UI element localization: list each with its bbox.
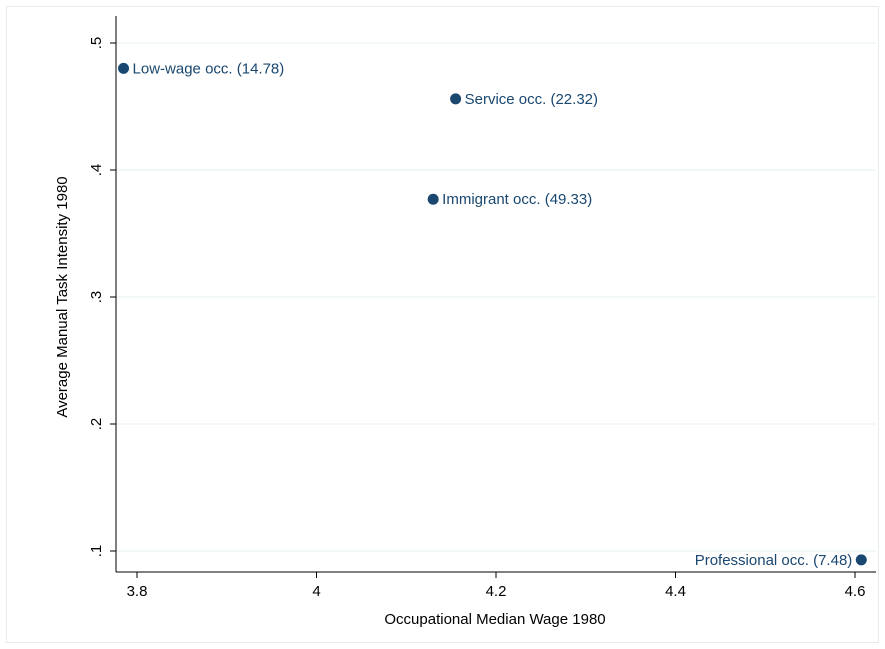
y-tick-label-2: .3: [88, 291, 105, 304]
x-axis-title: Occupational Median Wage 1980: [384, 611, 605, 628]
data-point-3: [855, 554, 867, 566]
x-tick-label-2: 4.2: [486, 583, 507, 600]
x-tick-label-3: 4.4: [665, 583, 686, 600]
y-tick-label-3: .4: [88, 164, 105, 177]
x-tick-label-4: 4.6: [845, 583, 866, 600]
data-point-0: [118, 62, 130, 74]
y-tick-label-0: .1: [88, 545, 105, 558]
data-point-label-3: Professional occ. (7.48): [695, 552, 853, 569]
x-tick-label-1: 4: [312, 583, 320, 600]
chart-frame: [6, 6, 879, 643]
data-point-2: [427, 193, 439, 205]
x-tick-label-0: 3.8: [127, 583, 148, 600]
y-tick-label-1: .2: [88, 418, 105, 431]
data-point-label-1: Service occ. (22.32): [465, 91, 598, 108]
y-tick-label-4: .5: [88, 37, 105, 50]
data-points: Low-wage occ. (14.78) Service occ. (22.32…: [118, 60, 867, 569]
grid-lines: [116, 42, 876, 552]
data-point-label-0: Low-wage occ. (14.78): [133, 60, 285, 77]
data-point-label-2: Immigrant occ. (49.33): [442, 191, 592, 208]
data-point-1: [450, 93, 462, 105]
y-axis-title: Average Manual Task Intensity 1980: [54, 176, 71, 417]
ticks: .1 .2 .3 .4 .5 3.8 4 4.2 4.4 4.6: [88, 37, 865, 600]
